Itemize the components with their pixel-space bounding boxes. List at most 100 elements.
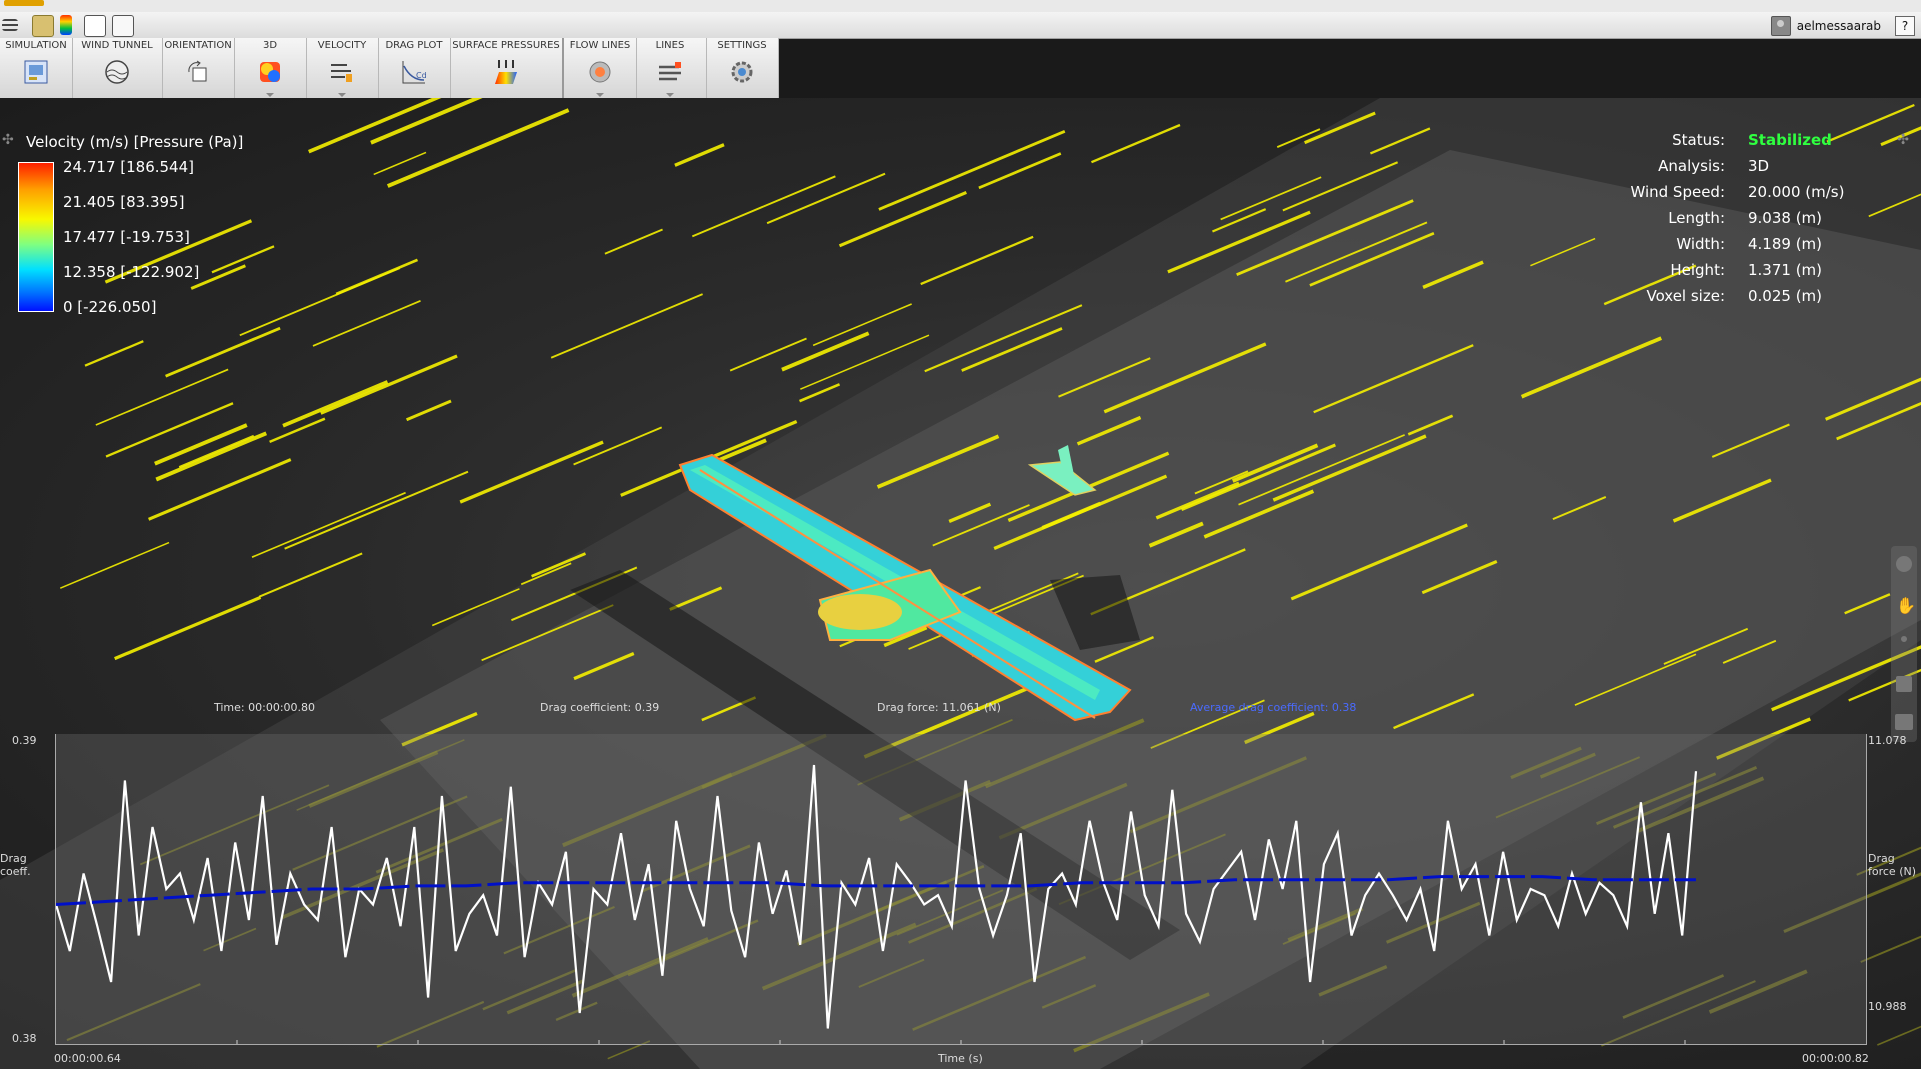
stat-value: 3D <box>1748 157 1770 175</box>
tab-simulation[interactable]: SIMULATION <box>0 38 73 98</box>
streamline <box>531 552 587 578</box>
streamline <box>459 440 604 504</box>
streamline <box>573 426 663 466</box>
pan-hand-icon[interactable]: ✋ <box>1896 596 1916 615</box>
y-left-min: 0.38 <box>12 1032 37 1045</box>
aircraft-model <box>678 445 1132 722</box>
chart-drag-force: Drag force: 11.061 (N) <box>877 701 1001 714</box>
streamline <box>84 340 144 367</box>
legend-title: Velocity (m/s) [Pressure (Pa)] <box>26 133 244 151</box>
open-file-icon[interactable] <box>32 15 54 37</box>
avatar <box>1770 16 1791 36</box>
layout-icon[interactable] <box>84 15 106 37</box>
streamline <box>573 651 635 681</box>
streamline <box>729 337 807 372</box>
scene <box>0 98 1921 1069</box>
streamline <box>155 431 268 482</box>
streamline <box>1150 699 1265 749</box>
tunnel-floor <box>380 150 1921 1069</box>
streamline <box>1148 521 1204 548</box>
streamline <box>1552 495 1607 521</box>
color-map-icon[interactable] <box>60 15 72 35</box>
streamline <box>1287 907 1364 942</box>
streamline <box>251 491 406 558</box>
streamline <box>1244 711 1315 745</box>
streamline <box>878 130 1066 211</box>
streamline <box>1058 357 1151 398</box>
tab-lines[interactable]: LINES <box>634 38 707 98</box>
streamline <box>308 750 439 808</box>
streamline <box>95 368 229 426</box>
tab-orientation[interactable]: ORIENTATION <box>162 38 235 98</box>
surface-pressures-icon <box>495 60 517 84</box>
chevron-down-icon[interactable] <box>266 93 274 97</box>
tab-3d[interactable]: 3D <box>234 38 307 98</box>
streamline <box>1385 901 1481 944</box>
flow-lines-icon <box>589 61 611 83</box>
legend-value: 21.405 [83.395] <box>63 193 185 211</box>
window-icon[interactable] <box>112 15 134 37</box>
x-end-label: 00:00:00.82 <box>1802 1052 1869 1065</box>
streamline <box>920 235 1034 286</box>
streamline <box>1600 980 1756 1047</box>
streamline <box>1510 746 1582 780</box>
move-handle-icon[interactable]: ✣ <box>1897 132 1909 148</box>
streamline <box>1708 969 1808 1014</box>
tab-flow-lines[interactable]: FLOW LINES <box>562 38 637 98</box>
streamline <box>713 438 767 464</box>
streamline <box>571 937 709 998</box>
streamline <box>308 98 442 154</box>
settings-icon <box>731 61 753 83</box>
streamline <box>896 889 1004 936</box>
stat-key: Length: <box>1668 209 1725 227</box>
tab-label: WIND TUNNEL <box>81 40 153 51</box>
drag-coefficient-line <box>54 764 1698 1029</box>
streamline <box>1194 470 1249 495</box>
streamline <box>761 922 917 991</box>
streamline <box>1309 231 1435 287</box>
tab-drag-plot[interactable]: DRAG PLOT Cd <box>378 38 451 98</box>
orbit-icon[interactable] <box>1896 556 1912 572</box>
y-right-label: Drag force (N) <box>1868 852 1917 878</box>
streamline <box>1574 653 1697 706</box>
streamline <box>961 327 1063 372</box>
streamline <box>1603 264 1697 306</box>
streamline <box>1272 434 1427 502</box>
chart-time: Time: 00:00:00.80 <box>214 701 316 714</box>
stat-key: Wind Speed: <box>1630 183 1725 201</box>
camera-icon[interactable] <box>1896 676 1912 692</box>
streamline <box>1094 636 1155 663</box>
streamline <box>312 299 421 347</box>
chevron-down-icon[interactable] <box>596 93 604 97</box>
ribbon: SIMULATION WIND TUNNEL ORIENTATION 3D VE… <box>0 38 779 99</box>
move-handle-icon[interactable]: ✣ <box>2 132 14 148</box>
tab-wind-tunnel[interactable]: WIND TUNNEL <box>72 38 163 98</box>
tab-label: 3D <box>262 40 278 51</box>
y-right-min: 10.988 <box>1868 1000 1907 1013</box>
menu-icon[interactable] <box>2 19 18 31</box>
streamline <box>1877 1025 1921 1046</box>
streamline <box>406 399 452 422</box>
streamline <box>1825 377 1921 421</box>
chevron-down-icon[interactable] <box>666 93 674 97</box>
view-box-icon[interactable] <box>1895 714 1913 730</box>
streamline <box>1826 103 1915 143</box>
zoom-slider-handle[interactable] <box>1901 636 1907 642</box>
tab-velocity[interactable]: VELOCITY <box>306 38 379 98</box>
streamline <box>863 677 1050 759</box>
user-account[interactable]: aelmessaarab <box>1770 16 1881 36</box>
help-button[interactable]: ? <box>1895 16 1915 36</box>
streamline <box>984 718 1145 789</box>
streamline <box>506 979 584 1015</box>
tab-settings[interactable]: SETTINGS <box>706 38 779 98</box>
streamline <box>114 595 262 661</box>
streamline <box>59 541 170 589</box>
streamline <box>1236 199 1414 276</box>
legend-value: 0 [-226.050] <box>63 298 157 316</box>
tab-surface-pressures[interactable]: SURFACE PRESSURES <box>450 38 563 98</box>
chevron-down-icon[interactable] <box>338 93 346 97</box>
streamline <box>604 228 663 255</box>
average-drag-line <box>55 875 1696 906</box>
streamline <box>932 504 1030 547</box>
streamline <box>550 293 703 359</box>
